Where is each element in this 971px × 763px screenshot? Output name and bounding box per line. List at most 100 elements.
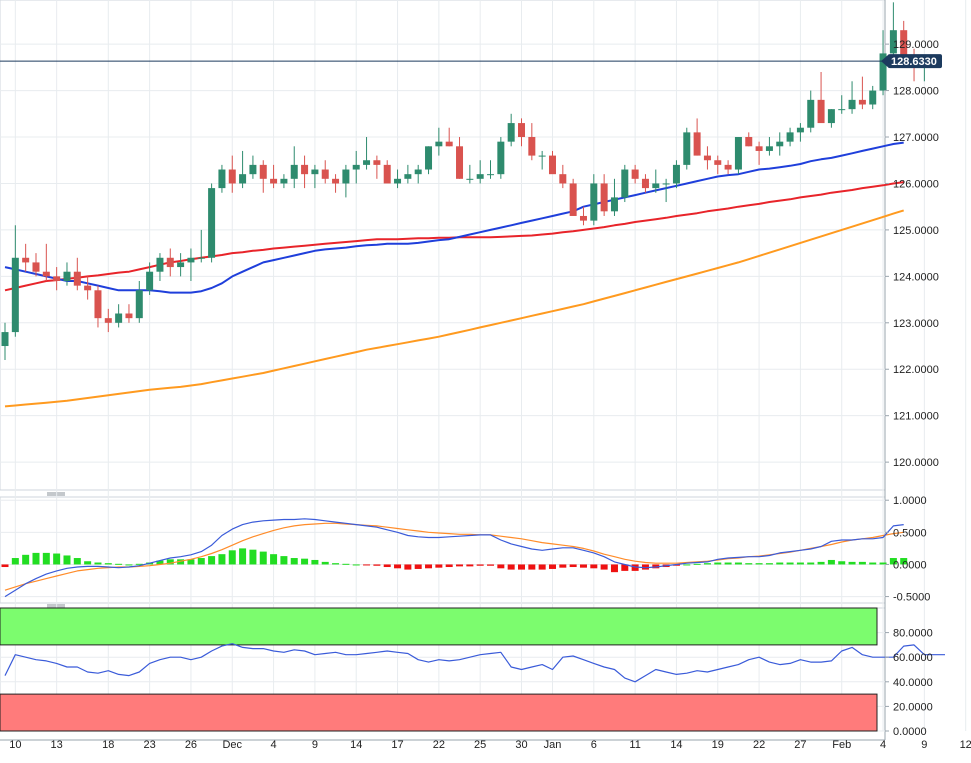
x-tick-label: 12 xyxy=(960,739,971,751)
macd-histogram-bar xyxy=(228,550,236,565)
candle-body xyxy=(476,174,484,179)
candle xyxy=(228,155,236,193)
macd-histogram-bar xyxy=(177,559,185,565)
macd-histogram-bar xyxy=(435,564,443,568)
candle xyxy=(734,137,742,175)
candle-body xyxy=(11,257,19,333)
candle xyxy=(166,248,174,277)
candle xyxy=(187,248,195,281)
candle-body xyxy=(63,271,71,281)
candle-body xyxy=(280,178,288,184)
macd-histogram-bar xyxy=(610,564,618,573)
candle xyxy=(425,146,433,175)
candle-body xyxy=(177,262,185,268)
candle xyxy=(135,280,143,323)
candle-body xyxy=(693,132,701,156)
last-price-arrow xyxy=(881,54,889,69)
candle-body xyxy=(714,160,722,165)
candle xyxy=(724,160,732,175)
candle xyxy=(487,160,495,179)
macd-histogram-bar xyxy=(631,564,639,571)
macd-histogram-bar xyxy=(745,563,753,565)
candle-body xyxy=(187,257,195,263)
y-tick-label-main: 129.0000 xyxy=(893,39,939,51)
candle-body xyxy=(208,188,216,258)
candle xyxy=(435,127,443,156)
candle xyxy=(394,169,402,189)
y-tick-label-main: 125.0000 xyxy=(893,225,939,237)
macd-histogram-bar xyxy=(187,559,195,565)
candle xyxy=(146,262,154,295)
candle-body xyxy=(497,141,505,175)
candle-body xyxy=(817,99,825,124)
macd-histogram-bar xyxy=(321,561,329,565)
macd-histogram-bar xyxy=(125,564,133,566)
candle-body xyxy=(652,183,660,189)
macd-histogram-bar xyxy=(156,560,164,565)
macd-histogram-bar xyxy=(94,562,102,565)
macd-histogram-bar xyxy=(53,553,61,565)
macd-histogram-bar xyxy=(208,556,216,565)
macd-histogram-bar xyxy=(22,554,30,565)
candle xyxy=(197,229,205,263)
candle-body xyxy=(445,141,453,147)
x-tick-label: 9 xyxy=(312,739,318,751)
candle xyxy=(786,127,794,147)
macd-histogram-bar xyxy=(487,564,495,566)
candle-body xyxy=(683,132,691,165)
overbought-band xyxy=(0,607,878,646)
candle-body xyxy=(610,197,618,212)
x-tick-label: 10 xyxy=(9,739,21,751)
macd-histogram-bar xyxy=(703,563,711,565)
y-tick-label-macd: 1.0000 xyxy=(893,495,927,507)
pane-splitter-0 xyxy=(47,492,65,496)
candle xyxy=(53,267,61,291)
macd-histogram-bar xyxy=(311,559,319,565)
candle xyxy=(301,155,309,189)
x-tick-label: Jan xyxy=(544,739,562,751)
candle xyxy=(445,127,453,147)
macd-histogram-bar xyxy=(755,563,763,565)
pane-splitter-1 xyxy=(47,604,65,608)
pane-frame-macd xyxy=(0,496,886,604)
macd-histogram-bar xyxy=(765,563,773,565)
x-tick-label: 30 xyxy=(515,739,527,751)
candle xyxy=(827,109,835,128)
candle-body xyxy=(84,285,92,291)
macd-histogram-bar xyxy=(889,558,897,565)
candle-body xyxy=(42,271,50,277)
macd-histogram-bar xyxy=(900,558,908,565)
candle xyxy=(476,160,484,184)
y-tick-label-main: 127.0000 xyxy=(893,132,939,144)
candle xyxy=(579,206,587,226)
macd-histogram-bar xyxy=(724,562,732,565)
rsi-line xyxy=(4,643,945,683)
candle-body xyxy=(507,123,515,142)
x-tick-label: 23 xyxy=(143,739,155,751)
candle-body xyxy=(703,155,711,161)
candle-body xyxy=(53,276,61,281)
x-tick-label: 27 xyxy=(794,739,806,751)
candle-body xyxy=(672,164,680,184)
candle xyxy=(342,164,350,198)
candle xyxy=(817,71,825,124)
x-tick-label: Feb xyxy=(832,739,851,751)
sma-fast-line xyxy=(4,141,904,294)
candle-body xyxy=(600,183,608,212)
y-tick-label-main: 123.0000 xyxy=(893,318,939,330)
candle xyxy=(683,127,691,170)
candle-body xyxy=(755,146,763,151)
candle xyxy=(373,155,381,179)
candle-body xyxy=(538,155,546,157)
y-tick-label-rsi: 0.0000 xyxy=(893,726,927,738)
macd-histogram-bar xyxy=(600,564,608,570)
candle xyxy=(383,160,391,184)
candle-body xyxy=(734,137,742,170)
candle xyxy=(456,137,464,179)
candle xyxy=(641,174,649,193)
macd-histogram-bar xyxy=(115,563,123,565)
candle xyxy=(280,174,288,189)
candle-body xyxy=(466,178,474,180)
candle xyxy=(518,118,525,147)
candle-body xyxy=(548,155,556,175)
